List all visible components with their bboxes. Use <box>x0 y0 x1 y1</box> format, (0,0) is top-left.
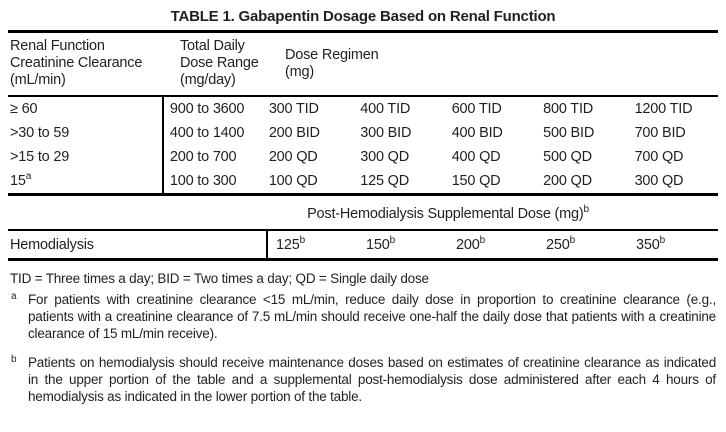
footnotes: TID = Three times a day; BID = Two times… <box>8 270 718 405</box>
dose-range-cell: 900 to 3600 <box>161 97 261 121</box>
table-row: ≥ 60 900 to 3600 300 TID 400 TID 600 TID… <box>8 97 718 121</box>
table-header-row: Renal Function Creatinine Clearance (mL/… <box>8 33 718 95</box>
header-dose-range: Total Daily Dose Range (mg/day) <box>172 38 277 89</box>
renal-function-cell: >15 to 29 <box>10 149 70 165</box>
header-line: (mg) <box>285 63 315 80</box>
footnote-b-text: Patients on hemodialysis should receive … <box>28 355 716 404</box>
regimen-cell: 300 BID <box>360 125 412 141</box>
footnote-b: b Patients on hemodialysis should receiv… <box>8 354 718 405</box>
regimen-cell: 200 QD <box>268 149 318 165</box>
regimen-cell: 1200 TID <box>634 101 693 117</box>
hemodialysis-label: Hemodialysis <box>10 236 94 253</box>
abbreviations-line: TID = Three times a day; BID = Two times… <box>10 271 429 286</box>
hemodialysis-bottom-divider <box>8 258 718 261</box>
header-line: Dose Regimen <box>285 46 379 63</box>
footnote-a-ref: a <box>25 171 32 183</box>
footnote-b-ref: b <box>299 234 306 246</box>
dose-range-cell: 100 to 300 <box>161 169 261 193</box>
regimen-cell: 200 QD <box>543 173 592 189</box>
renal-function-cell: 15a <box>10 171 32 189</box>
header-line: (mL/min) <box>10 72 66 88</box>
regimen-cell: 800 TID <box>543 101 594 117</box>
footnote-b-ref: b <box>569 234 576 246</box>
regimen-cell: 300 TID <box>268 101 319 117</box>
hemodialysis-row: Hemodialysis 125b 150b 200b 250b 350b <box>8 231 718 258</box>
header-line: Dose Range <box>180 55 259 71</box>
footnote-a-marker: a <box>11 291 17 302</box>
table-row: 15a 100 to 300 100 QD 125 QD 150 QD 200 … <box>8 169 718 193</box>
regimen-cell: 100 QD <box>268 173 318 189</box>
main-table-bottom-divider <box>8 193 718 196</box>
hemodialysis-doses: 125b 150b 200b 250b 350b <box>266 231 718 258</box>
footnote-a-text: For patients with creatinine clearance <… <box>28 292 716 341</box>
supplemental-dose-cell: 250b <box>546 234 576 253</box>
footnote-b-ref: b <box>583 204 590 216</box>
header-line: Total Daily <box>180 38 245 54</box>
regimen-cell: 150 QD <box>451 173 501 189</box>
title-divider <box>8 30 718 33</box>
table-body: ≥ 60 900 to 3600 300 TID 400 TID 600 TID… <box>8 97 718 193</box>
regimen-cell: 300 QD <box>360 149 410 165</box>
dose-range-cell: 200 to 700 <box>161 145 261 169</box>
supplemental-dose-cell: 200b <box>456 234 486 253</box>
supplemental-dose-cell: 125b <box>276 234 306 253</box>
regimen-cell: 500 BID <box>543 125 595 141</box>
regimen-cell: 400 TID <box>360 101 411 117</box>
renal-function-cell: ≥ 60 <box>10 101 38 117</box>
regimen-cell: 700 QD <box>634 149 684 165</box>
header-dose-regimen: Dose Regimen (mg) <box>277 47 379 81</box>
header-divider <box>8 95 718 97</box>
table-title: TABLE 1. Gabapentin Dosage Based on Rena… <box>170 8 556 25</box>
regimen-cell: 700 BID <box>634 125 686 141</box>
table-row: >15 to 29 200 to 700 200 QD 300 QD 400 Q… <box>8 145 718 169</box>
regimen-cell: 400 QD <box>451 149 501 165</box>
regimen-cell: 400 BID <box>451 125 503 141</box>
table-row: >30 to 59 400 to 1400 200 BID 300 BID 40… <box>8 121 718 145</box>
footnote-b-marker: b <box>11 354 17 365</box>
footnote-b-ref: b <box>389 234 396 246</box>
regimen-cell: 600 TID <box>451 101 502 117</box>
header-line: Renal Function <box>10 38 105 54</box>
header-renal-function: Renal Function Creatinine Clearance (mL/… <box>8 38 172 89</box>
footnote-a: a For patients with creatinine clearance… <box>8 291 718 342</box>
renal-function-cell: >30 to 59 <box>10 125 70 141</box>
regimen-cell: 125 QD <box>360 173 410 189</box>
supplemental-dose-cell: 350b <box>636 234 666 253</box>
supplemental-dose-cell: 150b <box>366 234 396 253</box>
supplemental-dose-header: Post-Hemodialysis Supplemental Dose (mg)… <box>307 204 590 222</box>
hemodialysis-top-divider <box>8 229 718 231</box>
footnote-b-ref: b <box>479 234 486 246</box>
footnote-b-ref: b <box>659 234 666 246</box>
regimen-cell: 300 QD <box>634 173 684 189</box>
header-line: (mg/day) <box>180 72 236 88</box>
dose-range-cell: 400 to 1400 <box>161 121 261 145</box>
header-line: Creatinine Clearance <box>10 55 143 71</box>
regimen-cell: 500 QD <box>543 149 592 165</box>
regimen-cell: 200 BID <box>268 125 320 141</box>
